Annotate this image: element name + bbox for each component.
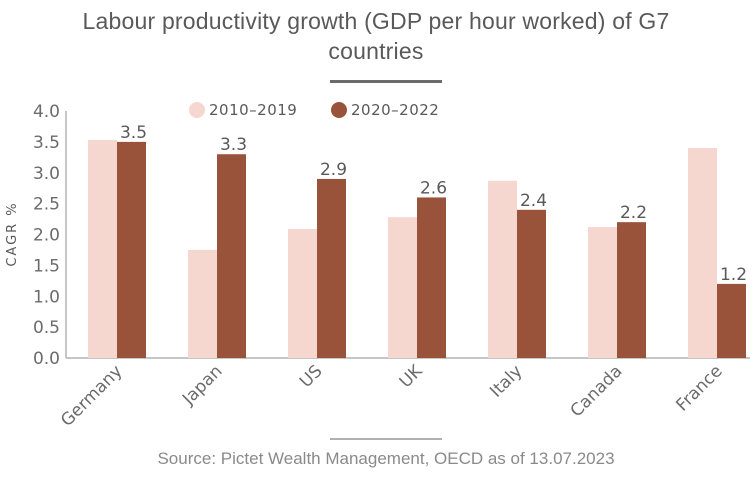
bar-2010-2019 xyxy=(388,217,417,358)
y-tick-label: 2.5 xyxy=(33,195,60,215)
category-labels: Germany Japan US UK Italy Canada France xyxy=(57,361,726,431)
data-labels: 3.5 3.3 2.9 2.6 2.4 2.2 1.2 xyxy=(120,123,747,285)
bar-2010-2019 xyxy=(588,227,617,358)
legend-label: 2010–2019 xyxy=(209,101,297,119)
bar-2020-2022 xyxy=(317,178,346,358)
data-label: 2.6 xyxy=(420,178,447,198)
y-tick-label: 4.0 xyxy=(33,102,60,122)
title-divider xyxy=(330,80,442,83)
legend-marker xyxy=(189,102,205,118)
bar-2020-2022 xyxy=(217,154,246,358)
data-label: 3.5 xyxy=(120,123,147,143)
legend: 2010–2019 2020–2022 xyxy=(189,101,439,119)
y-tick-label: 0.5 xyxy=(33,318,60,338)
y-tick-label: 1.0 xyxy=(33,287,60,307)
x-tick-label: US xyxy=(296,361,327,392)
data-label: 2.4 xyxy=(520,191,547,211)
x-tick-label: Japan xyxy=(178,361,226,409)
data-label: 2.2 xyxy=(620,203,647,223)
bar-2010-2019 xyxy=(188,249,217,358)
bar-2010-2019 xyxy=(488,180,517,358)
x-tick-label: France xyxy=(672,361,726,415)
y-ticks: 0.0 0.5 1.0 1.5 2.0 2.5 3.0 3.5 4.0 xyxy=(33,102,60,369)
y-tick-label: 3.0 xyxy=(33,164,60,184)
x-tick-label: Germany xyxy=(57,361,126,430)
bar-2010-2019 xyxy=(88,140,117,358)
data-label: 3.3 xyxy=(220,135,247,155)
bar-2020-2022 xyxy=(617,222,646,358)
legend-label: 2020–2022 xyxy=(351,101,439,119)
x-tick-label: Italy xyxy=(486,361,526,401)
x-tick-label: UK xyxy=(396,361,427,392)
y-axis-label-group: CAGR % xyxy=(5,201,20,266)
data-label: 1.2 xyxy=(720,265,747,285)
bar-2020-2022 xyxy=(117,141,146,358)
y-tick-label: 0.0 xyxy=(33,349,60,369)
y-tick-label: 1.5 xyxy=(33,256,60,276)
chart-title-line-2: countries xyxy=(328,38,424,64)
chart-title-line-1: Labour productivity growth (GDP per hour… xyxy=(82,8,670,34)
bar-2020-2022 xyxy=(517,209,546,358)
source-note: Source: Pictet Wealth Management, OECD a… xyxy=(157,449,615,468)
legend-marker xyxy=(331,102,347,118)
y-tick-label: 2.0 xyxy=(33,226,60,246)
bar-2010-2019 xyxy=(288,228,317,358)
bar-2020-2022 xyxy=(417,197,446,358)
source-divider xyxy=(330,438,442,440)
chart-title: Labour productivity growth (GDP per hour… xyxy=(0,6,752,66)
data-label: 2.9 xyxy=(320,160,347,180)
y-axis-label: CAGR % xyxy=(5,201,20,266)
bar-2010-2019 xyxy=(688,148,717,358)
y-tick-label: 3.5 xyxy=(33,133,60,153)
bars xyxy=(88,140,746,358)
bar-2020-2022 xyxy=(717,283,746,358)
x-tick-label: Canada xyxy=(567,361,627,421)
